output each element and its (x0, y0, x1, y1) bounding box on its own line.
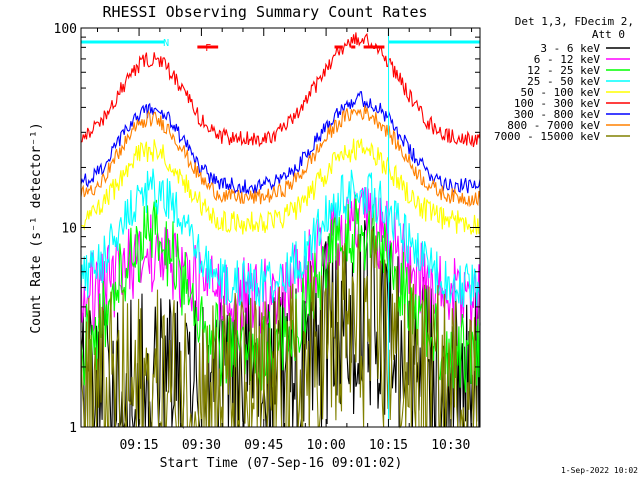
legend-label-4: 50 - 100 keV (521, 86, 601, 99)
footer-timestamp: 1-Sep-2022 10:02 (561, 466, 638, 475)
y-tick-label-2: 100 (54, 22, 77, 37)
x-axis-label: Start Time (07-Sep-16 09:01:02) (160, 456, 403, 471)
x-tick-label-5: 10:30 (431, 438, 470, 453)
x-tick-label-2: 09:45 (244, 438, 283, 453)
y-tick-label-0: 1 (69, 421, 77, 436)
series-line-7 (80, 105, 481, 207)
series-line-4 (80, 138, 481, 235)
flag-label-F: F (205, 43, 211, 54)
y-tick-label-1: 10 (61, 222, 77, 237)
y-axis-label: Count Rate (s⁻¹ detector⁻¹) (29, 122, 44, 333)
legend-label-6: 300 - 800 keV (514, 108, 600, 121)
series-line-3 (80, 168, 481, 308)
x-tick-label-1: 09:30 (182, 438, 221, 453)
legend-label-2: 12 - 25 keV (527, 64, 600, 77)
legend-label-7: 800 - 7000 keV (507, 119, 600, 132)
flag-label-N: N (163, 38, 169, 49)
series-line-1 (80, 187, 481, 335)
legend-label-0: 3 - 6 keV (540, 42, 600, 55)
x-tick-label-3: 10:00 (307, 438, 346, 453)
legend-label-5: 100 - 300 keV (514, 97, 600, 110)
legend-label-8: 7000 - 15000 keV (494, 130, 600, 143)
x-tick-label-0: 09:15 (119, 438, 158, 453)
axis-ticks: 09:15 09:30 09:45 10:00 10:15 10:30 1 10 100 (54, 22, 480, 453)
legend-label-1: 6 - 12 keV (534, 53, 601, 66)
legend-header-line2: Att 0 (592, 28, 625, 41)
chart-title: RHESSI Observing Summary Count Rates (102, 3, 427, 21)
x-tick-label-4: 10:15 (369, 438, 408, 453)
legend-header-line1: Det 1,3, FDecim 2, (515, 15, 634, 28)
series-line-8 (80, 227, 480, 429)
legend-label-3: 25 - 50 keV (527, 75, 600, 88)
series-line-5 (80, 32, 481, 148)
